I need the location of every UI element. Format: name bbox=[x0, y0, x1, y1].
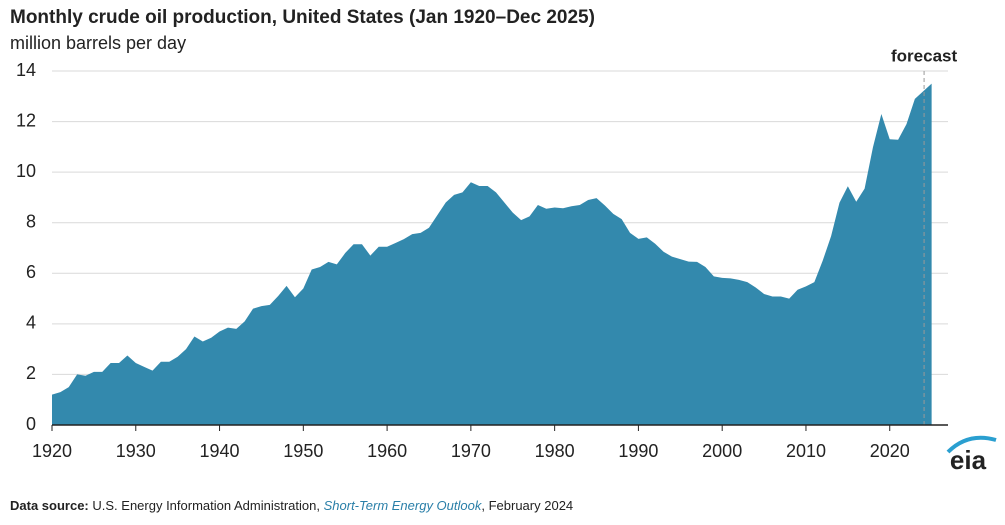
y-tick-label: 14 bbox=[16, 60, 36, 80]
y-tick-label: 4 bbox=[26, 313, 36, 333]
y-tick-label: 2 bbox=[26, 363, 36, 383]
area bbox=[52, 83, 932, 426]
x-tick-label: 1940 bbox=[200, 441, 240, 461]
logo: eia bbox=[950, 445, 987, 475]
x-tick-label: 1930 bbox=[116, 441, 156, 461]
x-tick-label: 1990 bbox=[618, 441, 658, 461]
y-tick-label: 12 bbox=[16, 110, 36, 130]
x-tick-label: 2010 bbox=[786, 441, 826, 461]
x-tick-label: 1920 bbox=[32, 441, 72, 461]
source-note: Data source: U.S. Energy Information Adm… bbox=[10, 498, 573, 513]
logo-swoosh bbox=[946, 435, 997, 454]
x-tick-label: 2020 bbox=[870, 441, 910, 461]
x-tick-label: 1960 bbox=[367, 441, 407, 461]
x-tick-label: 1950 bbox=[283, 441, 323, 461]
y-tick-label: 6 bbox=[26, 262, 36, 282]
source-text: U.S. Energy Information Administration, bbox=[92, 498, 320, 513]
y-tick-label: 10 bbox=[16, 161, 36, 181]
forecast-label: forecast bbox=[891, 46, 957, 65]
source-label: Data source: bbox=[10, 498, 89, 513]
chart-title: Monthly crude oil production, United Sta… bbox=[10, 7, 595, 28]
x-tick-label: 2000 bbox=[702, 441, 742, 461]
y-tick-label: 0 bbox=[26, 414, 36, 434]
source-date: , February 2024 bbox=[481, 498, 573, 513]
x-tick-label: 1980 bbox=[535, 441, 575, 461]
x-tick-label: 1970 bbox=[451, 441, 491, 461]
y-tick-label: 8 bbox=[26, 211, 36, 231]
chart-subtitle: million barrels per day bbox=[10, 33, 186, 53]
source-report: Short-Term Energy Outlook bbox=[324, 498, 483, 513]
